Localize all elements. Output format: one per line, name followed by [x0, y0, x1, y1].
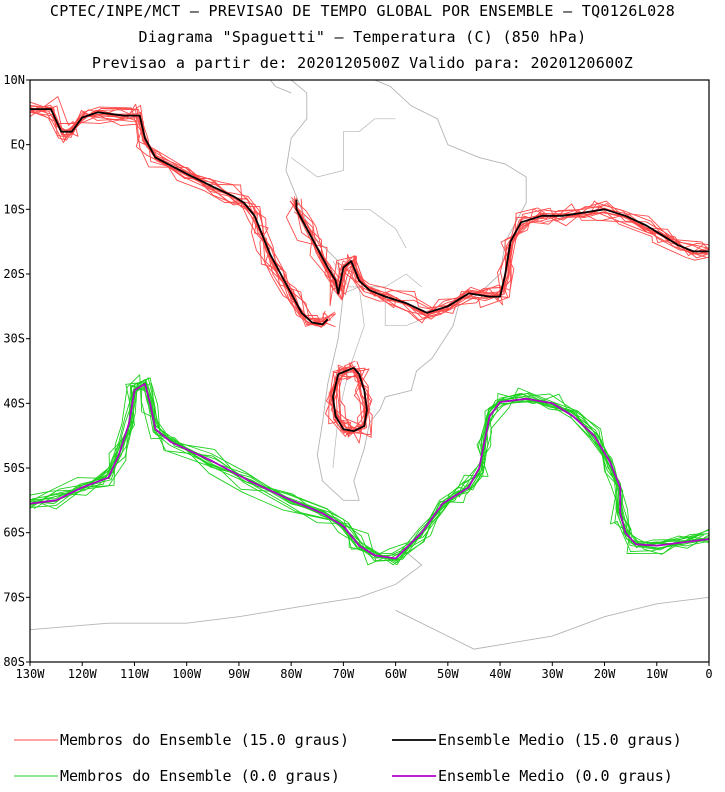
y-tick-label: 60S	[3, 526, 25, 540]
y-tick-label: 20S	[3, 267, 25, 281]
x-tick-label: 50W	[437, 667, 459, 681]
border-1	[290, 118, 396, 178]
border-2	[343, 208, 407, 249]
x-tick-label: 120W	[68, 667, 98, 681]
ensemble-members-layer	[30, 96, 709, 566]
coastline-3	[395, 596, 709, 650]
x-tick-label: 130W	[16, 667, 46, 681]
member-mean15b-13	[294, 198, 707, 320]
border-3	[384, 286, 422, 327]
ensemble-mean-mean15	[30, 108, 329, 326]
x-tick-label: 100W	[172, 667, 202, 681]
x-tick-label: 90W	[228, 667, 250, 681]
legend-label-mean_0: Ensemble Medio (0.0 graus)	[438, 767, 673, 785]
member-mean15-0	[30, 108, 328, 322]
member-mean0-5	[33, 387, 706, 555]
plot-frame	[29, 79, 710, 663]
y-tick-label: 40S	[3, 396, 25, 410]
member-mean15b-2	[289, 200, 709, 309]
member-mean15c-13	[330, 361, 371, 431]
y-tick-label: 10N	[3, 73, 25, 87]
y-tick-label: 10S	[3, 202, 25, 216]
ensemble-mean-mean15c	[332, 366, 368, 432]
x-tick-label: 60W	[385, 667, 407, 681]
axis-ticks: 130W 120W 110W 100W 90W 80W 70W 60W 50W 40W 30W 20W…	[3, 73, 712, 681]
member-mean15b-10	[290, 200, 708, 317]
chart-title-line2: Diagrama "Spaguetti" – Temperatura (C) (…	[138, 28, 587, 46]
coastline-2	[30, 551, 423, 631]
chart-title-line3: Previsao a partir de: 2020120500Z Valido…	[91, 54, 634, 72]
chart-title-line1: CPTEC/INPE/MCT – PREVISAO DE TEMPO GLOBA…	[49, 2, 676, 20]
y-tick-label: 70S	[3, 590, 25, 604]
y-tick-label: 50S	[3, 461, 25, 475]
ensemble-means-layer	[30, 108, 709, 560]
member-mean15-1	[31, 106, 324, 326]
x-tick-label: 20W	[594, 667, 616, 681]
y-tick-label: EQ	[11, 138, 25, 152]
x-tick-label: 110W	[120, 667, 150, 681]
legend-label-mean_15: Ensemble Medio (15.0 graus)	[438, 731, 682, 749]
member-mean15-8	[30, 110, 328, 326]
member-mean0-7	[30, 382, 700, 555]
legend-label-members_0: Membros do Ensemble (0.0 graus)	[60, 767, 340, 785]
member-mean15-13	[30, 111, 327, 326]
y-tick-label: 80S	[3, 655, 25, 669]
member-mean15b-5	[292, 203, 709, 319]
legend-label-members_15: Membros do Ensemble (15.0 graus)	[60, 731, 349, 749]
ensemble-mean-mean0	[30, 383, 709, 560]
member-mean15-9	[30, 105, 331, 325]
member-mean15-5	[30, 106, 329, 325]
x-tick-label: 0	[705, 667, 712, 681]
member-mean15-12	[30, 105, 326, 328]
member-mean0-11	[30, 384, 705, 560]
member-mean0-13	[33, 379, 704, 562]
member-mean15-6	[31, 109, 336, 327]
member-mean15-7	[30, 96, 331, 323]
x-tick-label: 30W	[541, 667, 563, 681]
legend: Membros do Ensemble (15.0 graus) Ensemble…	[14, 731, 682, 785]
coastline-1	[269, 80, 292, 94]
x-tick-label: 40W	[489, 667, 511, 681]
ensemble-mean-mean15b	[295, 199, 709, 314]
x-tick-label: 10W	[646, 667, 668, 681]
y-tick-label: 30S	[3, 332, 25, 346]
x-tick-label: 80W	[280, 667, 302, 681]
x-tick-label: 70W	[333, 667, 355, 681]
